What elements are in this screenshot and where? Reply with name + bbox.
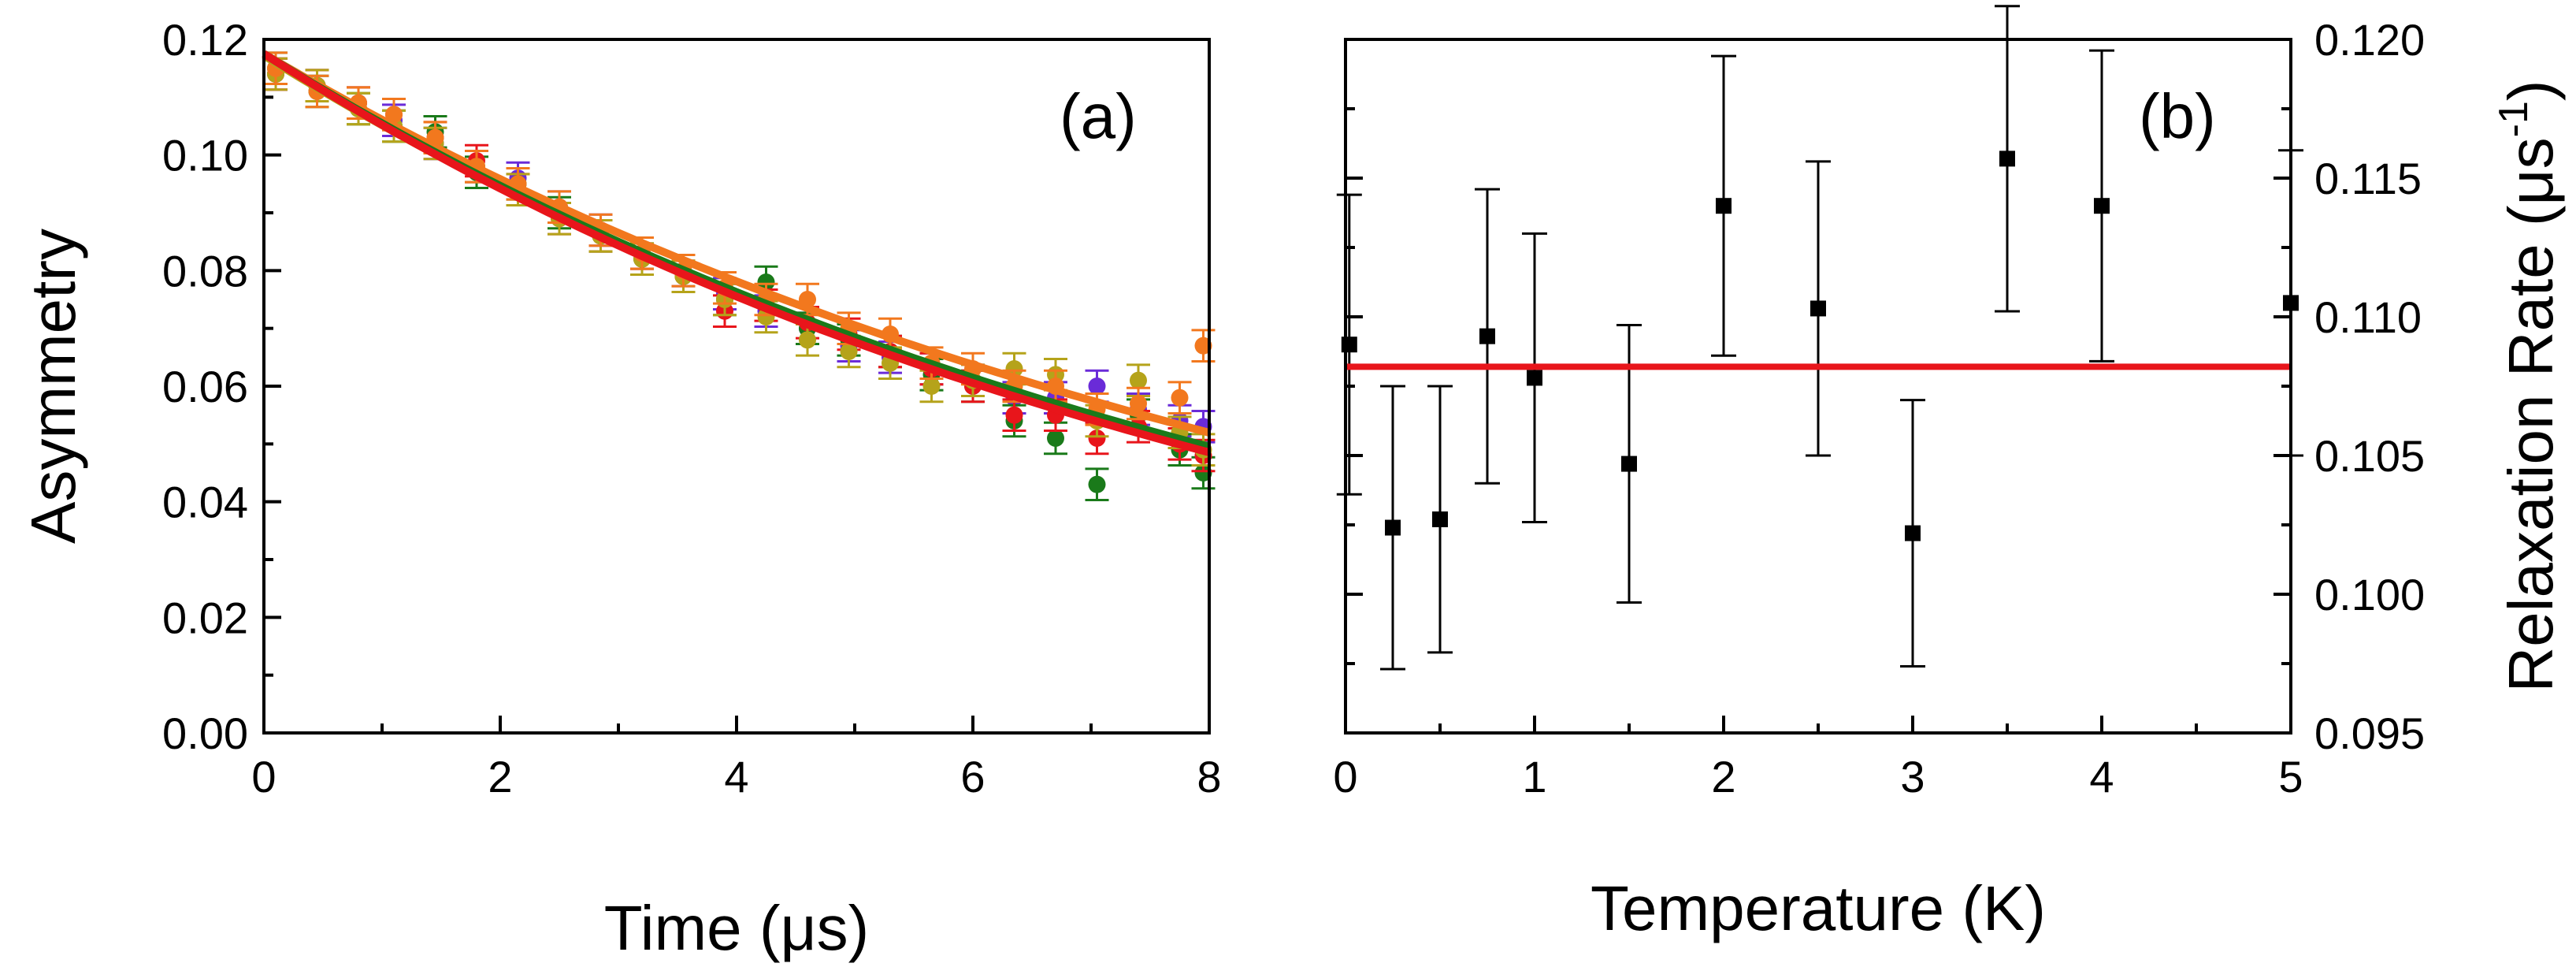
point-data-olive-14	[840, 343, 858, 360]
panel-b-plot-area	[1336, 5, 2303, 671]
b-xtick-label-2: 2	[1711, 752, 1735, 801]
a-ytick-label-5: 0.10	[162, 131, 248, 180]
a-ytick-label-6: 0.12	[162, 15, 248, 65]
panel-b-xlabel: Temperature (K)	[1591, 873, 2046, 943]
panel-b-label: (b)	[2139, 81, 2216, 151]
a-xtick-label-4: 8	[1197, 752, 1221, 801]
point-data-orange-3	[385, 106, 403, 124]
point-data-green-12	[757, 273, 775, 291]
b-point-6	[1716, 198, 1732, 214]
b-xtick-label-0: 0	[1333, 752, 1357, 801]
b-point-5	[1621, 456, 1637, 472]
a-ytick-label-4: 0.08	[162, 246, 248, 296]
panel-a-ylabel: Asymmetry	[18, 229, 88, 544]
point-data-orange-21	[1130, 395, 1147, 412]
b-point-3	[1479, 328, 1495, 344]
point-data-red-20	[1088, 430, 1106, 447]
fit-red-curve	[262, 50, 1211, 456]
a-xtick-label-1: 2	[488, 752, 512, 801]
panel-b-ticks: 0 1 2 3 4 50.095 0.100 0.105 0.110 0.115 0.120	[1333, 15, 2425, 801]
point-data-orange-22	[1171, 389, 1189, 407]
panel-a-plot-area	[262, 50, 1216, 501]
b-xtick-label-1: 1	[1522, 752, 1546, 801]
a-ytick-label-1: 0.02	[162, 593, 248, 642]
point-data-olive-21	[1130, 371, 1147, 389]
b-ytick-label-2: 0.105	[2314, 431, 2425, 481]
b-ytick-label-5: 0.120	[2314, 15, 2425, 65]
a-ytick-label-0: 0.00	[162, 709, 248, 758]
b-point-9	[1999, 151, 2015, 167]
b-ytick-label-0: 0.095	[2314, 709, 2425, 758]
b-point-0	[1341, 337, 1357, 353]
b-point-2	[1432, 511, 1448, 527]
panel-a-asymmetry: 0 2 4 6 8 0.00 0.02 0.04 0.06 0.08 0.10 0.12 (a) Ti…	[18, 15, 1222, 963]
b-ytick-label-4: 0.115	[2314, 154, 2422, 203]
panel-a-label: (a)	[1060, 81, 1137, 151]
point-data-olive-13	[799, 331, 816, 349]
b-point-1	[1385, 519, 1401, 536]
a-xtick-label-0: 0	[251, 752, 276, 801]
panel-b-ylabel: Relaxation Rate (μs-1)	[2491, 80, 2566, 692]
b-point-4	[1527, 370, 1542, 386]
a-ytick-label-3: 0.06	[162, 362, 248, 411]
b-xtick-label-5: 5	[2278, 752, 2303, 801]
fit-orange-curve	[262, 50, 1211, 437]
b-ytick-label-1: 0.100	[2314, 570, 2425, 619]
panel-b-ylabel-sup: -1	[2491, 101, 2537, 137]
b-point-7	[1810, 300, 1826, 317]
point-data-green-20	[1088, 475, 1106, 493]
point-data-olive-16	[922, 378, 941, 395]
point-data-purple-20	[1088, 378, 1106, 395]
b-point-10	[2094, 198, 2110, 214]
a-xtick-label-2: 4	[724, 752, 748, 801]
point-data-red-18	[1005, 406, 1023, 424]
panel-a-ticks: 0 2 4 6 8 0.00 0.02 0.04 0.06 0.08 0.10 0.12	[162, 15, 1222, 801]
panel-b-relaxation: 0 1 2 3 4 50.095 0.100 0.105 0.110 0.115 0.120 (b)…	[1333, 5, 2566, 943]
b-xtick-label-4: 4	[2089, 752, 2114, 801]
b-point-8	[1905, 525, 1921, 541]
point-data-green-19	[1047, 430, 1064, 447]
b-xtick-label-3: 3	[1900, 752, 1925, 801]
panel-b-ylabel-main: Relaxation Rate (μs	[2496, 137, 2566, 692]
panel-a-xlabel: Time (μs)	[604, 893, 869, 963]
b-ytick-label-3: 0.110	[2314, 292, 2422, 342]
a-xtick-label-3: 6	[960, 752, 985, 801]
panel-b-ylabel-end: )	[2496, 80, 2566, 101]
a-ytick-label-2: 0.04	[162, 478, 248, 527]
